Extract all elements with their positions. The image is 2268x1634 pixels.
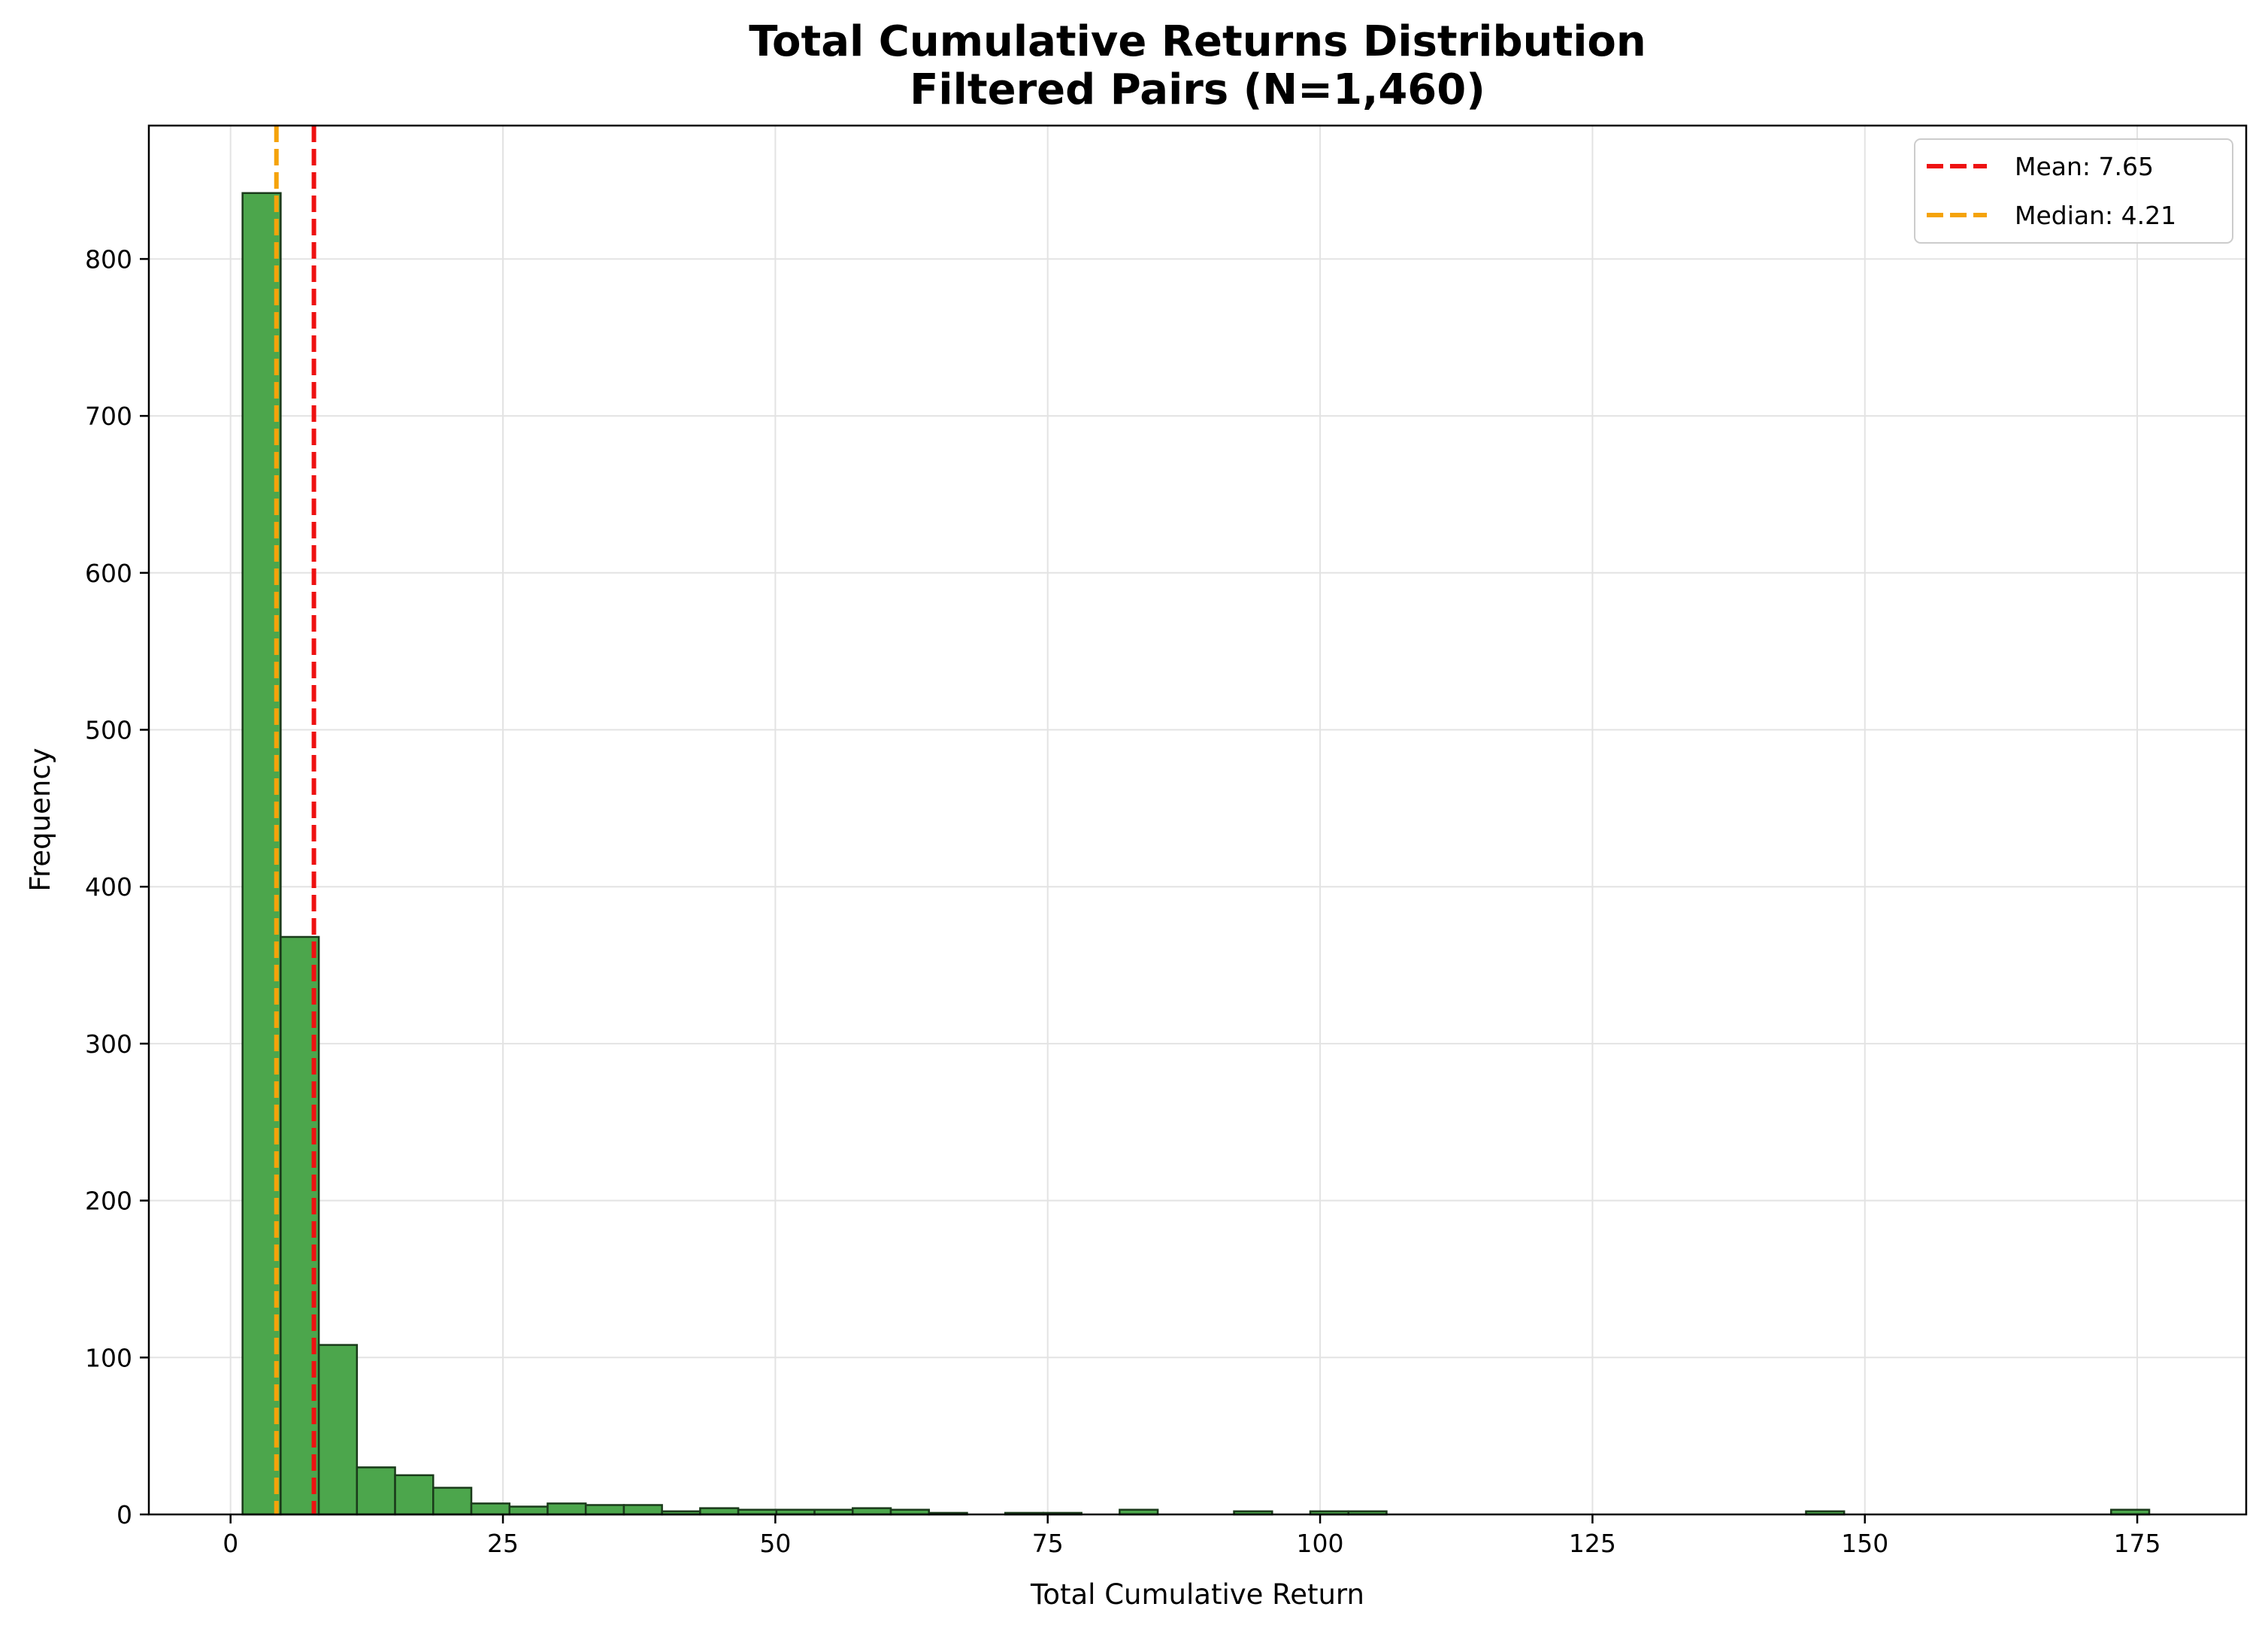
y-tick-label-1: 100 (85, 1343, 132, 1372)
x-tick-label-0: 0 (223, 1529, 238, 1558)
x-tick-label-7: 175 (2114, 1529, 2161, 1558)
reference-lines (274, 126, 316, 1514)
y-tick-label-4: 400 (85, 872, 132, 902)
y-axis-label: Frequency (24, 747, 56, 891)
histogram-bar-4 (394, 1474, 435, 1516)
x-tick-label-4: 100 (1297, 1529, 1344, 1558)
plot-area-frame (147, 124, 2248, 1516)
chart-subtitle: Filtered Pairs (N=1,460) (910, 65, 1485, 114)
x-tick-label-1: 25 (487, 1529, 519, 1558)
y-tick-label-6: 600 (85, 559, 132, 588)
legend-box (1914, 138, 2233, 244)
x-tick-label-2: 50 (759, 1529, 791, 1558)
legend-median-label: Median: 4.21 (2015, 201, 2176, 230)
x-axis-label: Total Cumulative Return (1030, 1578, 1364, 1611)
x-tick-label-3: 75 (1032, 1529, 1064, 1558)
x-tick-label-6: 150 (1841, 1529, 1888, 1558)
y-tick-label-0: 0 (117, 1500, 132, 1529)
grid-lines (149, 126, 2246, 1515)
histogram-bar-9 (584, 1504, 625, 1516)
histogram-bar-2 (317, 1344, 359, 1516)
x-axis-ticks: 0 25 50 75 100 125 150 175 (223, 1514, 2161, 1558)
histogram-bar-16 (852, 1507, 892, 1516)
histogram-bar-8 (547, 1502, 587, 1516)
y-tick-label-5: 500 (85, 715, 132, 744)
x-tick-label-5: 125 (1569, 1529, 1616, 1558)
histogram-bar-12 (699, 1507, 740, 1516)
histogram-bar-3 (356, 1466, 396, 1516)
y-tick-label-2: 200 (85, 1187, 132, 1216)
histogram-bars (241, 192, 2151, 1516)
y-axis-ticks: 0 100 200 300 400 500 600 700 800 (85, 244, 149, 1529)
legend-mean-label: Mean: 7.65 (2015, 152, 2154, 181)
histogram-bar-10 (622, 1504, 663, 1516)
histogram-bar-7 (508, 1505, 549, 1516)
y-tick-label-7: 700 (85, 402, 132, 431)
y-tick-label-8: 800 (85, 244, 132, 274)
y-tick-label-3: 300 (85, 1029, 132, 1059)
histogram-bar-6 (470, 1502, 510, 1516)
chart-title: Total Cumulative Returns Distribution (749, 17, 1646, 66)
histogram-bar-5 (432, 1487, 473, 1516)
legend: Mean: 7.65 Median: 4.21 (1914, 138, 2233, 244)
